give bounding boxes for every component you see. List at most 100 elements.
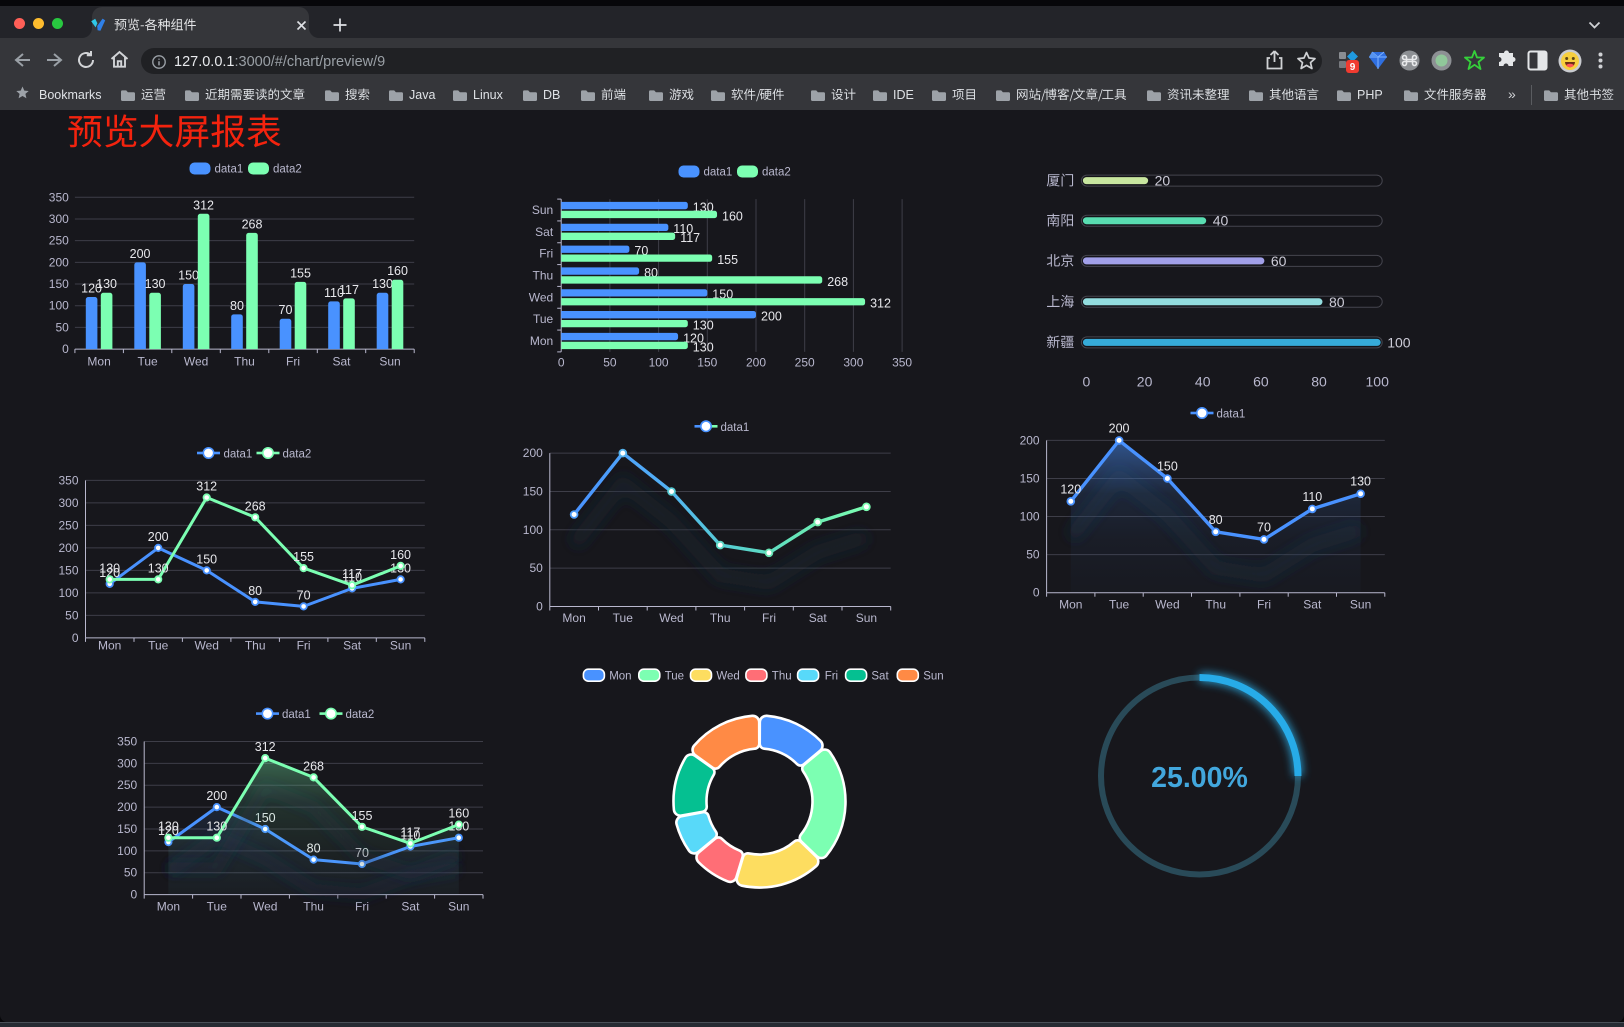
svg-text:200: 200	[746, 356, 766, 370]
svg-text:50: 50	[124, 866, 138, 880]
svg-text:Thu: Thu	[245, 639, 266, 653]
svg-text:200: 200	[523, 446, 543, 460]
svg-text:data2: data2	[762, 167, 791, 179]
svg-text:Wed: Wed	[1155, 598, 1179, 612]
svg-text:0: 0	[1033, 586, 1040, 600]
svg-text:0: 0	[1083, 374, 1091, 390]
svg-text:Sun: Sun	[390, 639, 411, 653]
svg-text:100: 100	[49, 299, 69, 313]
svg-text:155: 155	[717, 253, 738, 267]
svg-text:155: 155	[352, 809, 373, 823]
svg-text:150: 150	[49, 277, 69, 291]
svg-text:Fri: Fri	[1257, 598, 1271, 612]
svg-text:130: 130	[145, 277, 166, 291]
svg-text:50: 50	[603, 356, 617, 370]
svg-text:Wed: Wed	[716, 671, 739, 683]
svg-text:Thu: Thu	[303, 900, 324, 914]
svg-text:Tue: Tue	[148, 639, 169, 653]
svg-text:0: 0	[536, 600, 543, 614]
svg-text:200: 200	[1109, 421, 1130, 435]
svg-text:120: 120	[99, 566, 120, 580]
svg-text:130: 130	[96, 277, 117, 291]
svg-text:130: 130	[206, 820, 227, 834]
svg-text:Tue: Tue	[1109, 598, 1130, 612]
svg-text:Mon: Mon	[157, 900, 180, 914]
svg-text:Sat: Sat	[871, 671, 889, 683]
svg-text:Fri: Fri	[825, 671, 838, 683]
svg-text:110: 110	[342, 570, 362, 584]
svg-text:60: 60	[1271, 253, 1287, 269]
svg-text:100: 100	[1020, 510, 1040, 524]
svg-text:250: 250	[49, 234, 69, 248]
svg-text:Thu: Thu	[772, 671, 792, 683]
svg-text:70: 70	[297, 588, 311, 602]
svg-text:120: 120	[1060, 482, 1081, 496]
svg-text:130: 130	[372, 277, 393, 291]
svg-text:300: 300	[843, 356, 863, 370]
svg-text:80: 80	[1209, 513, 1223, 527]
svg-text:data2: data2	[283, 449, 312, 461]
svg-text:70: 70	[1257, 520, 1271, 534]
svg-text:150: 150	[1157, 460, 1178, 474]
svg-text:110: 110	[400, 829, 420, 843]
svg-text:117: 117	[342, 567, 362, 581]
svg-text:Mon: Mon	[98, 639, 121, 653]
svg-text:Sat: Sat	[535, 225, 554, 239]
svg-text:Tue: Tue	[613, 611, 634, 625]
svg-text:100: 100	[523, 523, 543, 537]
svg-text:Mon: Mon	[530, 334, 553, 348]
svg-text:data1: data1	[721, 422, 750, 434]
svg-text:50: 50	[65, 608, 79, 622]
svg-text:110: 110	[324, 286, 344, 300]
svg-text:Mon: Mon	[87, 355, 110, 369]
svg-text:312: 312	[193, 198, 214, 212]
svg-text:200: 200	[148, 530, 169, 544]
svg-text:250: 250	[117, 778, 137, 792]
svg-text:155: 155	[290, 266, 311, 280]
svg-text:117: 117	[400, 825, 420, 839]
svg-text:Fri: Fri	[762, 611, 776, 625]
svg-text:Tue: Tue	[207, 900, 228, 914]
svg-text:Fri: Fri	[539, 247, 553, 261]
svg-text:117: 117	[680, 231, 700, 245]
svg-text:300: 300	[117, 756, 137, 770]
svg-text:200: 200	[761, 310, 782, 324]
svg-text:Sun: Sun	[448, 900, 469, 914]
svg-text:130: 130	[1350, 475, 1371, 489]
svg-text:Mon: Mon	[609, 671, 631, 683]
svg-text:300: 300	[58, 496, 78, 510]
svg-text:100: 100	[1387, 334, 1411, 350]
svg-text:200: 200	[1020, 433, 1040, 447]
svg-text:80: 80	[248, 584, 262, 598]
svg-text:Tue: Tue	[137, 355, 158, 369]
svg-text:110: 110	[673, 222, 693, 236]
svg-text:130: 130	[693, 340, 714, 354]
svg-text:60: 60	[1253, 374, 1269, 390]
svg-text:150: 150	[697, 356, 717, 370]
svg-text:data2: data2	[346, 709, 375, 721]
svg-text:Tue: Tue	[665, 671, 684, 683]
svg-text:130: 130	[148, 561, 169, 575]
svg-text:Wed: Wed	[253, 900, 277, 914]
svg-text:80: 80	[1329, 294, 1345, 310]
svg-text:350: 350	[58, 473, 78, 487]
svg-text:250: 250	[58, 518, 78, 532]
svg-text:100: 100	[1366, 374, 1390, 390]
svg-text:100: 100	[117, 844, 137, 858]
svg-text:Wed: Wed	[184, 355, 208, 369]
svg-text:0: 0	[558, 356, 565, 370]
svg-text:Thu: Thu	[1205, 598, 1226, 612]
svg-text:Fri: Fri	[297, 639, 311, 653]
svg-text:50: 50	[55, 320, 69, 334]
svg-text:Sun: Sun	[1350, 598, 1371, 612]
svg-text:200: 200	[206, 789, 227, 803]
svg-text:117: 117	[339, 283, 359, 297]
svg-text:Sun: Sun	[923, 671, 943, 683]
svg-text:268: 268	[303, 759, 324, 773]
svg-text:Wed: Wed	[659, 611, 683, 625]
svg-text:312: 312	[196, 480, 217, 494]
svg-text:Sun: Sun	[856, 611, 877, 625]
svg-text:200: 200	[58, 541, 78, 555]
svg-text:25.00%: 25.00%	[1151, 762, 1248, 794]
svg-text:312: 312	[255, 740, 276, 754]
